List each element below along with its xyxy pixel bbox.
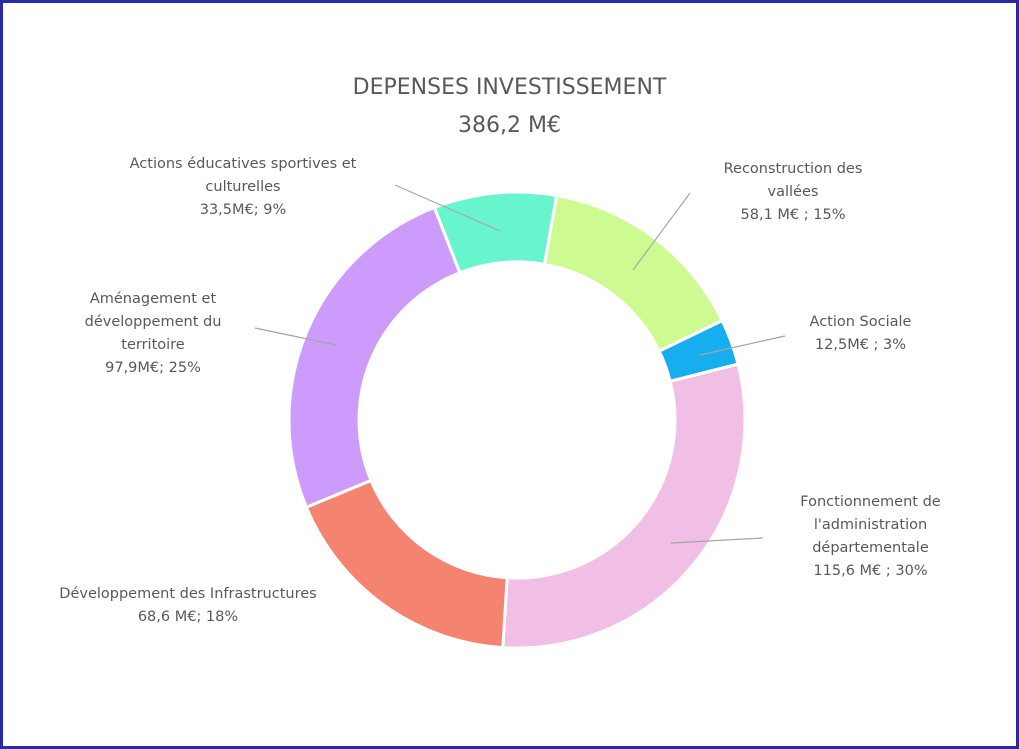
category-label: Action Sociale [809,314,912,330]
leader-line [670,537,764,544]
leader-line [254,327,337,346]
category-label: Actions éducatives sportives et culturel… [129,156,357,195]
category-label: Aménagement et développement du territoi… [84,291,222,353]
value-label: 68,6 M€; 18% [137,609,239,625]
value-label: 12,5M€ ; 3% [814,337,907,353]
chart-subtitle: 386,2 M€ [458,113,561,138]
donut-slice [501,362,747,650]
donut-slice [432,190,559,275]
value-label: 58,1 M€ ; 15% [740,207,846,223]
leader-line [394,184,501,232]
chart [254,184,786,650]
value-label: 115,6 M€ ; 30% [813,563,928,579]
category-label: Fonctionnement de l'administration dépar… [800,494,941,556]
value-label: 33,5M€; 9% [199,202,287,218]
category-label: Reconstruction des vallées [723,161,863,200]
donut-slice [542,193,725,354]
category-label: Développement des Infrastructures [59,586,317,602]
data-label: Reconstruction des vallées 58,1 M€ ; 15% [703,158,883,227]
data-label: Action Sociale 12,5M€ ; 3% [783,311,938,357]
data-label: Aménagement et développement du territoi… [63,288,243,380]
value-label: 97,9M€; 25% [105,360,201,376]
leader-line [632,192,691,271]
data-label: Fonctionnement de l'administration dépar… [783,491,958,583]
data-label: Développement des Infrastructures 68,6 M€… [33,583,343,629]
chart-title: DEPENSES INVESTISSEMENT [352,75,667,100]
leader-line [699,335,786,356]
data-label: Actions éducatives sportives et culturel… [113,153,373,222]
donut-slice [287,205,462,510]
